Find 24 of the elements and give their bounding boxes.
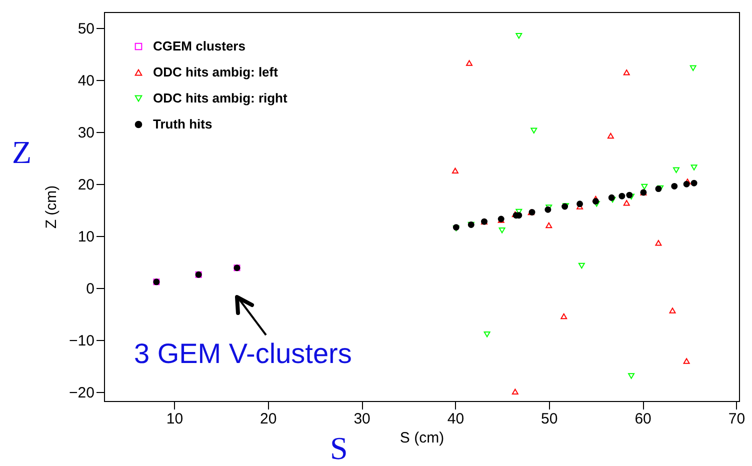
- x-tick-label: 50: [541, 410, 558, 428]
- y-tick-label: −10: [69, 332, 94, 350]
- x-tick-label: 60: [634, 410, 652, 428]
- legend-label: ODC hits ambig: right: [153, 90, 288, 106]
- x-tick-label: 30: [354, 410, 370, 428]
- x-tick-label: 10: [166, 410, 184, 428]
- x-tick-label: 20: [260, 410, 277, 428]
- x-tick-label: 70: [728, 410, 746, 428]
- legend-label: CGEM clusters: [153, 38, 246, 54]
- legend-label: Truth hits: [153, 116, 212, 132]
- y-tick-label: 30: [78, 124, 94, 142]
- y-tick-label: 20: [78, 176, 94, 194]
- text: S: [330, 430, 348, 466]
- y-tick-label: 0: [86, 280, 94, 298]
- y-tick-label: −20: [69, 384, 94, 402]
- x-axis-title: S (cm): [400, 430, 444, 446]
- legend-label: ODC hits ambig: left: [153, 64, 279, 80]
- y-axis-title: Z (cm): [43, 185, 60, 229]
- x-tick-label: 40: [447, 410, 464, 428]
- annotation: 3 GEM V-clusters: [134, 338, 352, 369]
- y-tick-label: 40: [78, 72, 94, 90]
- y-tick-label: 10: [78, 228, 94, 246]
- y-tick-label: 50: [78, 20, 94, 38]
- text: Z: [12, 134, 32, 170]
